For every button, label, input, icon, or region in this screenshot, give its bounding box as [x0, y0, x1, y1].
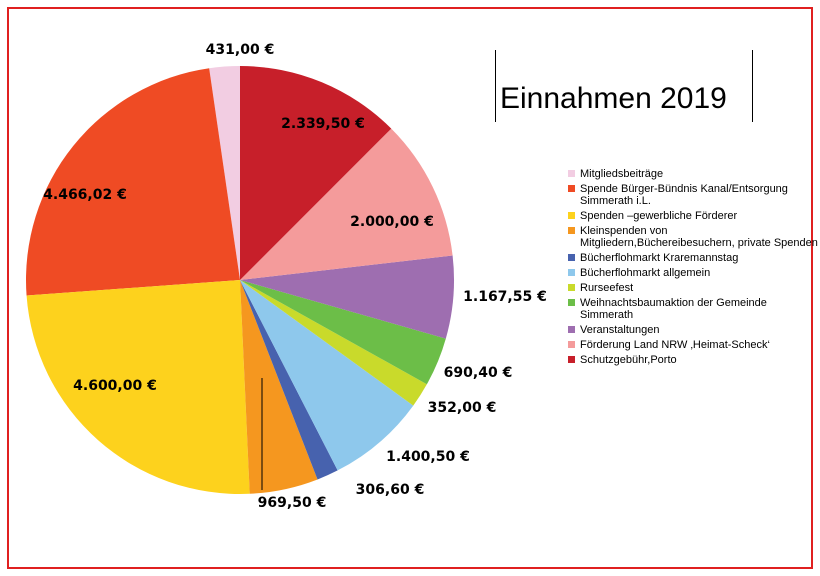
legend-swatch	[568, 269, 575, 276]
legend-label: Bücherflohmarkt Kraremannstag	[580, 252, 739, 264]
legend: Mitgliedsbeiträge Spende Bürger-Bündnis K…	[568, 168, 818, 369]
data-label: 690,40 €	[444, 365, 513, 381]
pie-slice	[209, 66, 240, 280]
data-label: 2.339,50 €	[281, 116, 365, 132]
data-label: 431,00 €	[206, 42, 275, 58]
legend-item: Veranstaltungen	[568, 324, 818, 336]
data-label: 1.400,50 €	[386, 449, 470, 465]
legend-label: Rurseefest	[580, 282, 634, 294]
legend-item: Rurseefest	[568, 282, 818, 294]
legend-swatch	[568, 185, 575, 192]
pie-slice	[240, 280, 318, 494]
pie-slice	[240, 280, 338, 480]
legend-item: Bücherflohmarkt Kraremannstag	[568, 252, 818, 264]
pie-slice	[26, 280, 250, 494]
pie-slice	[240, 66, 392, 280]
legend-label: Schutzgebühr,Porto	[580, 354, 677, 366]
legend-label: Veranstaltungen	[580, 324, 660, 336]
data-label: 1.167,55 €	[463, 289, 547, 305]
data-label: 2.000,00 €	[350, 214, 434, 230]
data-label: 4.466,02 €	[43, 187, 127, 203]
legend-item: Spenden –gewerbliche Förderer	[568, 210, 818, 222]
pie-slice	[240, 280, 414, 471]
legend-label: Förderung Land NRW ‚Heimat-Scheck‘	[580, 339, 770, 351]
legend-swatch	[568, 227, 575, 234]
legend-swatch	[568, 170, 575, 177]
pie-slice	[240, 280, 446, 385]
legend-item: Bücherflohmarkt allgemein	[568, 267, 818, 279]
legend-item: Schutzgebühr,Porto	[568, 354, 818, 366]
data-label: 4.600,00 €	[73, 378, 157, 394]
legend-item: Förderung Land NRW ‚Heimat-Scheck‘	[568, 339, 818, 351]
legend-label: Weihnachtsbaumaktion der Gemeinde Simmer…	[580, 297, 767, 321]
legend-swatch	[568, 356, 575, 363]
pie-slice	[240, 255, 454, 339]
legend-label: Bücherflohmarkt allgemein	[580, 267, 711, 279]
legend-swatch	[568, 284, 575, 291]
legend-item: Spende Bürger-Bündnis Kanal/Entsorgung S…	[568, 183, 818, 207]
legend-item: Weihnachtsbaumaktion der Gemeinde Simmer…	[568, 297, 818, 321]
legend-swatch	[568, 326, 575, 333]
legend-swatch	[568, 212, 575, 219]
legend-label: Spende Bürger-Bündnis Kanal/Entsorgung S…	[580, 183, 788, 207]
data-label: 969,50 €	[258, 495, 327, 511]
legend-label: Spenden –gewerbliche Förderer	[580, 210, 738, 222]
legend-label: Kleinspenden von Mitgliedern,Büchereibes…	[580, 225, 818, 249]
data-label: 306,60 €	[356, 482, 425, 498]
pie: 431,00 € 4.466,02 € 4.600,00 € 969,50 € 306,…	[26, 42, 547, 511]
pie-slice	[26, 68, 241, 296]
frame	[7, 7, 813, 569]
pie-slice	[240, 128, 453, 280]
legend-swatch	[568, 254, 575, 261]
chart-title: Einnahmen 2019	[495, 50, 753, 122]
legend-item: Mitgliedsbeiträge	[568, 168, 818, 180]
pie-slice	[240, 280, 427, 406]
legend-swatch	[568, 299, 575, 306]
legend-label: Mitgliedsbeiträge	[580, 168, 664, 180]
legend-item: Kleinspenden von Mitgliedern,Büchereibes…	[568, 225, 818, 249]
data-label: 352,00 €	[428, 400, 497, 416]
legend-swatch	[568, 341, 575, 348]
